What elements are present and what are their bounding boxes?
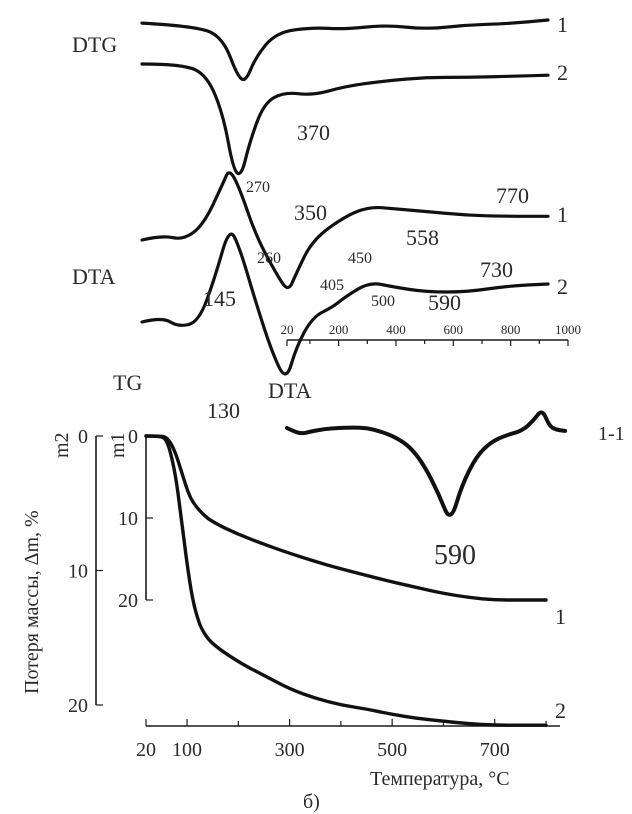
m1-tick-label: 20 xyxy=(118,590,138,612)
tg-x-tick-label: 500 xyxy=(377,739,407,761)
dta-series-label-1: 1 xyxy=(557,202,568,227)
dta-label: DTA xyxy=(72,264,116,289)
tg-label: TG xyxy=(113,370,142,395)
m2-tick-label: 0 xyxy=(78,426,88,448)
dta-annotation: 270 xyxy=(246,179,270,196)
dta-annotation: 145 xyxy=(203,286,236,311)
dta-curve-1 xyxy=(140,171,550,290)
dta-series-label-2: 2 xyxy=(557,274,568,299)
dta-annotation: 350 xyxy=(294,200,327,225)
dta-annotation: 405 xyxy=(320,277,344,294)
dta-inset-panel: 20 200 400 600 800 1000 xyxy=(281,322,581,517)
y-axis-title: Потеря массы, Δm, % xyxy=(21,510,43,694)
dta-annotation: 590 xyxy=(428,290,461,315)
dtg-label: DTG xyxy=(72,32,117,57)
tg-curve-2 xyxy=(144,434,548,727)
m1-tick-label: 0 xyxy=(128,426,138,448)
dtg-curve-1 xyxy=(140,18,550,82)
tg-panel: 20 100 300 500 700 0 10 20 0 10 20 xyxy=(68,426,560,761)
dta-annotation: 260 xyxy=(257,250,281,267)
dta-annotation: 370 xyxy=(297,120,330,145)
inset-x-tick-label: 600 xyxy=(444,322,464,337)
m2-tick-label: 20 xyxy=(68,695,88,717)
tg-x-tick-label: 100 xyxy=(172,739,202,761)
inset-x-tick-label: 800 xyxy=(501,322,521,337)
dta-annotation: 450 xyxy=(348,250,372,267)
dta-annotation: 500 xyxy=(371,293,395,310)
inset-x-tick-label: 1000 xyxy=(555,322,581,337)
dta-annotation: 558 xyxy=(406,225,439,250)
inset-curve-label: 1-1 xyxy=(598,423,625,445)
dta-annotation: 730 xyxy=(480,257,513,282)
tg-curve-1 xyxy=(144,434,548,602)
x-axis-title: Температура, °C xyxy=(370,768,510,790)
inset-label: DTA xyxy=(268,378,312,403)
m1-tick-label: 10 xyxy=(118,508,138,530)
inset-x-tick-label: 20 xyxy=(281,322,294,337)
dta-annotation: 130 xyxy=(207,398,240,423)
tg-series-label-2: 2 xyxy=(555,698,566,723)
dtg-curve-2 xyxy=(140,62,550,176)
m1-axis-label: m1 xyxy=(107,432,129,458)
m2-tick-label: 10 xyxy=(68,561,88,583)
dta-panel xyxy=(140,171,550,376)
dtg-series-label-2: 2 xyxy=(557,60,568,85)
inset-x-tick-label: 200 xyxy=(329,322,349,337)
panel-label: б) xyxy=(303,791,320,813)
inset-x-tick-label: 400 xyxy=(386,322,406,337)
tg-x-tick-label: 20 xyxy=(136,739,156,761)
inset-peak-label: 590 xyxy=(434,540,476,571)
inset-dta-curve-1-1 xyxy=(285,410,568,517)
dta-annotation: 770 xyxy=(496,183,529,208)
tg-series-label-1: 1 xyxy=(555,604,566,629)
tg-x-tick-label: 700 xyxy=(480,739,510,761)
dta-curve-2 xyxy=(140,232,550,376)
dtg-series-label-1: 1 xyxy=(557,12,568,37)
tg-x-tick-label: 300 xyxy=(275,739,305,761)
dtg-panel xyxy=(140,18,550,176)
m2-axis-label: m2 xyxy=(51,432,73,458)
